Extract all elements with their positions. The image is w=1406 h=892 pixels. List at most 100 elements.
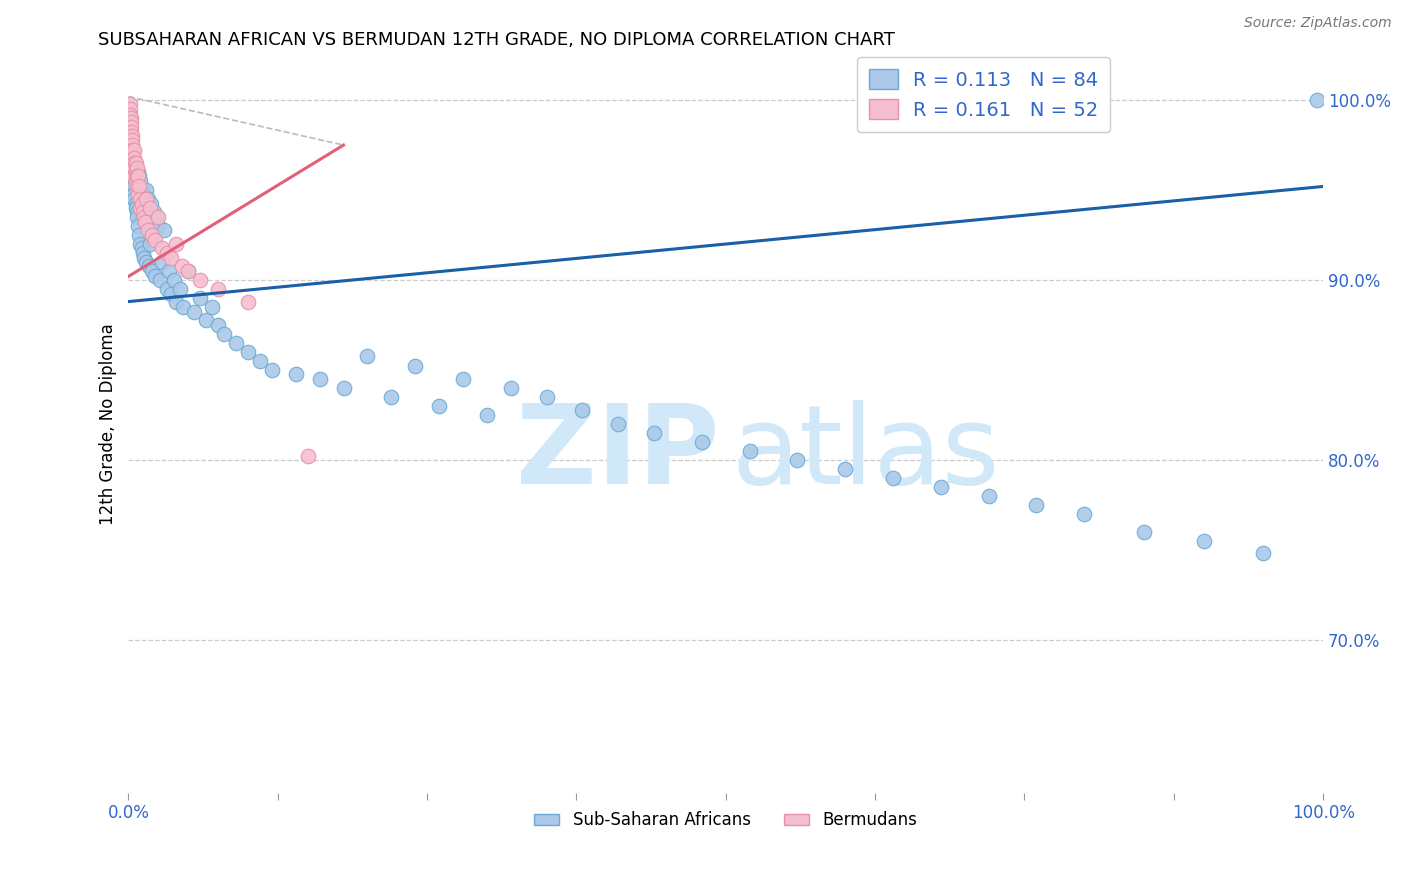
Point (124, 156, 146, 170)
Point (834, 462, 856, 476)
Point (195, 312, 218, 326)
Point (207, 318, 229, 332)
Point (124, 197, 146, 211)
Text: SUBSAHARAN AFRICAN VS BERMUDAN 12TH GRADE, NO DIPLOMA CORRELATION CHART: SUBSAHARAN AFRICAN VS BERMUDAN 12TH GRAD… (98, 31, 896, 49)
Point (172, 300, 194, 314)
Point (124, 179, 146, 194)
Point (929, 480, 952, 494)
Point (1025, 498, 1047, 512)
Point (308, 372, 330, 386)
Point (183, 305, 205, 319)
Point (122, 165, 145, 179)
Point (128, 169, 150, 183)
Point (643, 425, 665, 440)
Point (160, 287, 183, 301)
Point (157, 264, 180, 278)
Point (127, 186, 149, 201)
Point (134, 215, 156, 229)
Point (356, 349, 378, 363)
Point (132, 201, 155, 215)
Point (977, 489, 1000, 503)
Point (153, 222, 176, 236)
Point (156, 246, 179, 260)
Point (120, 126, 142, 140)
Point (124, 186, 146, 201)
Point (297, 450, 319, 464)
Point (163, 273, 186, 287)
Legend: Sub-Saharan Africans, Bermudans: Sub-Saharan Africans, Bermudans (527, 805, 924, 836)
Point (131, 183, 153, 197)
Point (571, 402, 593, 417)
Point (141, 197, 163, 211)
Point (139, 237, 162, 252)
Point (207, 282, 229, 296)
Point (122, 156, 145, 170)
Point (127, 165, 149, 179)
Point (121, 147, 143, 161)
Point (141, 227, 163, 242)
Point (169, 282, 191, 296)
Point (135, 192, 157, 206)
Point (129, 174, 152, 188)
Point (120, 111, 142, 125)
Point (404, 359, 426, 374)
Point (212, 326, 235, 341)
Point (236, 345, 259, 359)
Point (124, 201, 146, 215)
Point (1192, 533, 1215, 548)
Point (118, 102, 141, 116)
Point (118, 107, 141, 121)
Point (188, 291, 211, 305)
Point (150, 241, 173, 255)
Point (141, 264, 163, 278)
Point (125, 210, 148, 224)
Point (122, 169, 145, 183)
Point (128, 179, 150, 194)
Point (121, 129, 143, 144)
Point (120, 120, 142, 134)
Point (145, 210, 167, 224)
Point (786, 453, 808, 467)
Point (150, 255, 173, 269)
Y-axis label: 12th Grade, No Diploma: 12th Grade, No Diploma (100, 323, 117, 524)
Text: ZIP: ZIP (516, 400, 720, 507)
Point (148, 210, 170, 224)
Text: Source: ZipAtlas.com: Source: ZipAtlas.com (1244, 16, 1392, 30)
Point (129, 237, 152, 252)
Point (148, 273, 170, 287)
Point (125, 161, 148, 176)
Point (134, 210, 156, 224)
Point (127, 219, 149, 233)
Point (121, 156, 143, 170)
Point (249, 354, 271, 368)
Point (172, 259, 194, 273)
Point (142, 204, 165, 219)
Point (1253, 546, 1275, 560)
Point (127, 169, 149, 183)
Point (143, 269, 166, 284)
Point (132, 204, 155, 219)
Point (738, 443, 761, 458)
Point (135, 183, 157, 197)
Point (131, 197, 153, 211)
Point (225, 335, 247, 350)
Point (148, 219, 170, 233)
Point (165, 294, 187, 309)
Point (135, 255, 157, 269)
Point (121, 133, 143, 147)
Point (177, 264, 200, 278)
Point (1306, 93, 1329, 107)
Point (124, 144, 146, 158)
Point (124, 151, 146, 165)
Point (160, 252, 183, 266)
Point (124, 156, 146, 170)
Point (499, 381, 522, 395)
Point (124, 165, 146, 179)
Point (122, 151, 145, 165)
Point (1133, 524, 1156, 539)
Point (132, 246, 155, 260)
Point (451, 372, 474, 386)
Point (132, 210, 155, 224)
Point (129, 192, 152, 206)
Point (120, 114, 142, 128)
